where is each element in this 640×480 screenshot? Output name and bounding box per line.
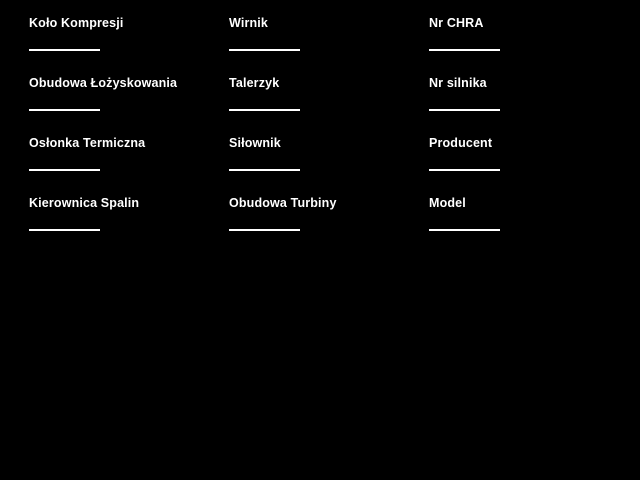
field-underline[interactable] — [429, 49, 500, 51]
field-label: Osłonka Termiczna — [29, 136, 146, 150]
field-kolo-kompresji[interactable]: Koło Kompresji — [29, 14, 229, 74]
field-underline[interactable] — [29, 229, 100, 231]
field-label: Siłownik — [229, 136, 281, 150]
field-obudowa-lozyskowania[interactable]: Obudowa Łożyskowania — [29, 74, 229, 134]
field-label: Wirnik — [229, 16, 268, 30]
field-underline[interactable] — [429, 229, 500, 231]
field-label: Talerzyk — [229, 76, 280, 90]
field-talerzyk[interactable]: Talerzyk — [229, 74, 429, 134]
field-model[interactable]: Model — [429, 194, 609, 254]
field-label: Kierownica Spalin — [29, 196, 140, 210]
field-underline[interactable] — [429, 109, 500, 111]
field-underline[interactable] — [229, 49, 300, 51]
field-nr-chra[interactable]: Nr CHRA — [429, 14, 609, 74]
field-label: Obudowa Turbiny — [229, 196, 337, 210]
field-obudowa-turbiny[interactable]: Obudowa Turbiny — [229, 194, 429, 254]
field-label: Model — [429, 196, 466, 210]
field-underline[interactable] — [29, 49, 100, 51]
field-underline[interactable] — [429, 169, 500, 171]
field-label: Producent — [429, 136, 493, 150]
field-underline[interactable] — [29, 109, 100, 111]
field-label: Koło Kompresji — [29, 16, 124, 30]
field-wirnik[interactable]: Wirnik — [229, 14, 429, 74]
field-label: Obudowa Łożyskowania — [29, 76, 178, 90]
field-label: Nr silnika — [429, 76, 487, 90]
field-silownik[interactable]: Siłownik — [229, 134, 429, 194]
field-underline[interactable] — [229, 229, 300, 231]
field-label: Nr CHRA — [429, 16, 484, 30]
parts-form-grid: Koło Kompresji Wirnik Nr CHRA Obudowa Ło… — [29, 14, 609, 254]
field-underline[interactable] — [229, 109, 300, 111]
field-kierownica-spalin[interactable]: Kierownica Spalin — [29, 194, 229, 254]
field-underline[interactable] — [29, 169, 100, 171]
field-producent[interactable]: Producent — [429, 134, 609, 194]
field-oslonka-termiczna[interactable]: Osłonka Termiczna — [29, 134, 229, 194]
field-underline[interactable] — [229, 169, 300, 171]
field-nr-silnika[interactable]: Nr silnika — [429, 74, 609, 134]
